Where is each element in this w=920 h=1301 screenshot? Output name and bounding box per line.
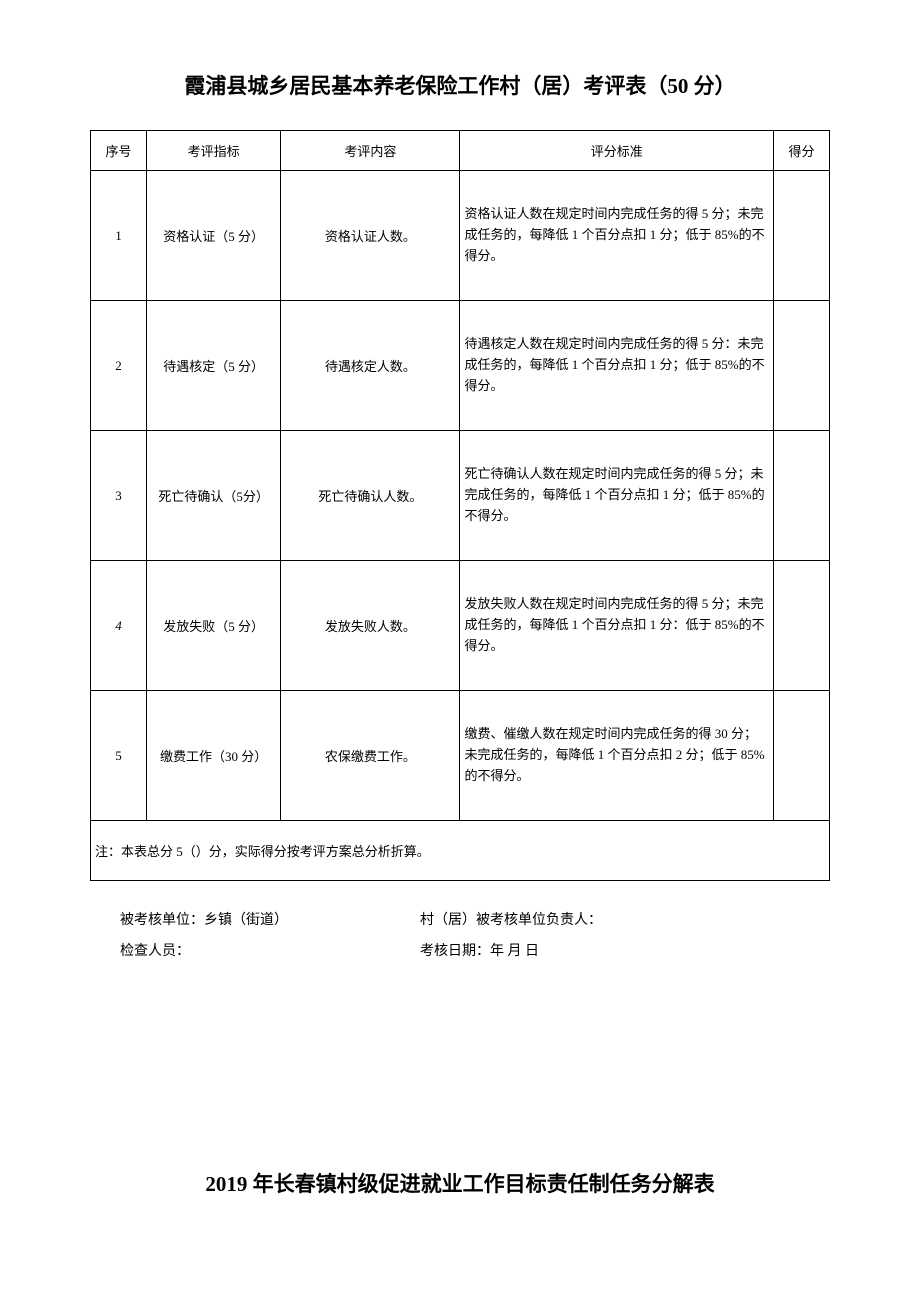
cell-standard: 待遇核定人数在规定时间内完成任务的得 5 分：未完成任务的，每降低 1 个百分点… bbox=[460, 301, 774, 431]
header-indicator: 考评指标 bbox=[146, 131, 280, 171]
cell-score bbox=[773, 691, 829, 821]
table-row: 3 死亡待确认（5分） 死亡待确认人数。 死亡待确认人数在规定时间内完成任务的得… bbox=[91, 431, 830, 561]
cell-content: 待遇核定人数。 bbox=[281, 301, 460, 431]
header-score: 得分 bbox=[773, 131, 829, 171]
cell-score bbox=[773, 171, 829, 301]
table-row: 4 发放失败（5 分） 发放失败人数。 发放失败人数在规定时间内完成任务的得 5… bbox=[91, 561, 830, 691]
cell-score bbox=[773, 301, 829, 431]
cell-standard: 资格认证人数在规定时间内完成任务的得 5 分；未完成任务的，每降低 1 个百分点… bbox=[460, 171, 774, 301]
cell-indicator: 缴费工作（30 分） bbox=[146, 691, 280, 821]
cell-indicator: 待遇核定（5 分） bbox=[146, 301, 280, 431]
table-note-row: 注：本表总分 5（）分，实际得分按考评方案总分析折算。 bbox=[91, 821, 830, 881]
cell-seq: 2 bbox=[91, 301, 147, 431]
cell-standard: 发放失败人数在规定时间内完成任务的得 5 分；未完成任务的，每降低 1 个百分点… bbox=[460, 561, 774, 691]
table-row: 5 缴费工作（30 分） 农保缴费工作。 缴费、催缴人数在规定时间内完成任务的得… bbox=[91, 691, 830, 821]
cell-score bbox=[773, 561, 829, 691]
footer-info: 被考核单位：乡镇（街道） 村（居）被考核单位负责人： 检查人员： 考核日期：年 … bbox=[90, 906, 830, 968]
table-note: 注：本表总分 5（）分，实际得分按考评方案总分析折算。 bbox=[91, 821, 830, 881]
evaluation-table: 序号 考评指标 考评内容 评分标准 得分 1 资格认证（5 分） 资格认证人数。… bbox=[90, 130, 830, 881]
cell-content: 发放失败人数。 bbox=[281, 561, 460, 691]
date-label: 考核日期：年 月 日 bbox=[420, 937, 539, 968]
cell-content: 资格认证人数。 bbox=[281, 171, 460, 301]
header-standard: 评分标准 bbox=[460, 131, 774, 171]
table-row: 1 资格认证（5 分） 资格认证人数。 资格认证人数在规定时间内完成任务的得 5… bbox=[91, 171, 830, 301]
cell-score bbox=[773, 431, 829, 561]
cell-seq: 1 bbox=[91, 171, 147, 301]
cell-content: 农保缴费工作。 bbox=[281, 691, 460, 821]
table-header-row: 序号 考评指标 考评内容 评分标准 得分 bbox=[91, 131, 830, 171]
cell-seq: 4 bbox=[91, 561, 147, 691]
cell-seq: 5 bbox=[91, 691, 147, 821]
cell-standard: 缴费、催缴人数在规定时间内完成任务的得 30 分；未完成任务的，每降低 1 个百… bbox=[460, 691, 774, 821]
responsible-label: 村（居）被考核单位负责人： bbox=[420, 906, 602, 937]
cell-indicator: 资格认证（5 分） bbox=[146, 171, 280, 301]
header-content: 考评内容 bbox=[281, 131, 460, 171]
table-row: 2 待遇核定（5 分） 待遇核定人数。 待遇核定人数在规定时间内完成任务的得 5… bbox=[91, 301, 830, 431]
page-title: 霞浦县城乡居民基本养老保险工作村（居）考评表（50 分） bbox=[90, 70, 830, 100]
header-seq: 序号 bbox=[91, 131, 147, 171]
cell-indicator: 发放失败（5 分） bbox=[146, 561, 280, 691]
subtitle: 2019 年长春镇村级促进就业工作目标责任制任务分解表 bbox=[90, 1168, 830, 1198]
cell-content: 死亡待确认人数。 bbox=[281, 431, 460, 561]
cell-indicator: 死亡待确认（5分） bbox=[146, 431, 280, 561]
cell-standard: 死亡待确认人数在规定时间内完成任务的得 5 分；未完成任务的，每降低 1 个百分… bbox=[460, 431, 774, 561]
cell-seq: 3 bbox=[91, 431, 147, 561]
unit-label: 被考核单位：乡镇（街道） bbox=[120, 906, 420, 937]
inspector-label: 检查人员： bbox=[120, 937, 420, 968]
